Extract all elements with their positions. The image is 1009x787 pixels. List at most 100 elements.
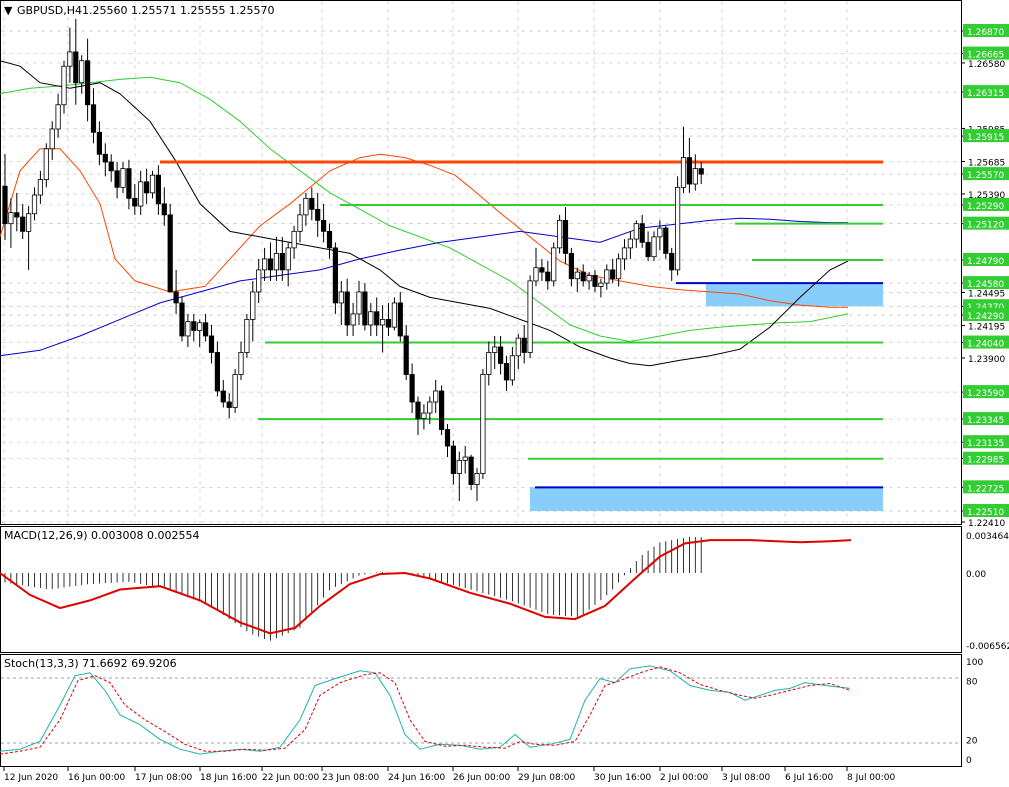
candle-bullish bbox=[31, 194, 38, 215]
support-zones bbox=[530, 282, 883, 511]
macd-histogram bbox=[4, 536, 702, 641]
candle-bearish bbox=[315, 208, 321, 221]
candle-bearish bbox=[114, 170, 120, 188]
candle-bearish bbox=[403, 335, 409, 375]
candle-bearish bbox=[179, 302, 185, 337]
candle-bearish bbox=[497, 346, 504, 364]
candle-bullish bbox=[492, 346, 498, 353]
price-pane[interactable]: ▼ GBPUSD,H4 1.25560 1.25571 1.25555 1.25… bbox=[0, 0, 1009, 530]
candle-bearish bbox=[326, 230, 333, 249]
candle-bullish bbox=[675, 186, 681, 271]
candle-bullish bbox=[8, 212, 14, 225]
level-price-tag bbox=[963, 451, 1009, 465]
candle-bullish bbox=[49, 128, 55, 150]
candle-bearish bbox=[545, 271, 551, 282]
candle-bullish bbox=[256, 269, 262, 293]
time-axis-label: 30 Jun 16:00 bbox=[594, 773, 651, 783]
candle-bearish bbox=[73, 51, 79, 84]
time-axis-label: 6 Jul 16:00 bbox=[785, 773, 834, 783]
candle-bearish bbox=[610, 269, 616, 280]
support-zone bbox=[530, 487, 883, 511]
level-price-tag bbox=[963, 46, 1009, 60]
candle-bearish bbox=[444, 429, 451, 447]
candle-bearish bbox=[332, 247, 339, 304]
candle-bearish bbox=[344, 291, 350, 326]
candle-bearish bbox=[503, 363, 510, 381]
candle-bearish bbox=[385, 319, 392, 328]
macd-pane[interactable]: MACD(12,26,9) 0.003008 0.002554 0.003464… bbox=[0, 526, 1009, 653]
level-price-label: 1.25915 bbox=[967, 133, 1004, 143]
level-price-tag bbox=[963, 412, 1009, 426]
candle-bearish bbox=[279, 252, 285, 271]
level-price-label: 1.25290 bbox=[967, 202, 1004, 212]
candle-bullish bbox=[651, 236, 657, 258]
macd-signal-path bbox=[0, 539, 852, 635]
current-price-tag bbox=[963, 167, 1009, 181]
candle-bearish bbox=[568, 252, 575, 280]
level-price-label: 1.24290 bbox=[967, 312, 1004, 322]
candle-bearish bbox=[85, 60, 91, 106]
candle-bullish bbox=[551, 247, 557, 282]
time-axis-label: 16 Jun 00:00 bbox=[68, 773, 125, 783]
macd-axis: 0.003464 0.00 -0.006562 bbox=[966, 532, 1009, 652]
candle-bearish bbox=[108, 161, 114, 172]
horizontal-levels[interactable] bbox=[160, 160, 883, 460]
candle-bullish bbox=[433, 390, 439, 403]
candle-bullish bbox=[149, 174, 156, 194]
candle-bearish bbox=[686, 157, 693, 185]
ma-black-line bbox=[0, 60, 849, 367]
level-price-label: 1.26870 bbox=[967, 28, 1004, 38]
candle-bullish bbox=[598, 282, 604, 287]
stoch-title: Stoch(13,3,3) 71.6692 69.9206 bbox=[4, 657, 177, 670]
candle-bullish bbox=[633, 223, 639, 240]
candle-bullish bbox=[692, 168, 698, 185]
candle-bearish bbox=[645, 241, 651, 258]
candle-bullish bbox=[185, 321, 191, 337]
macd-pane-border bbox=[0, 526, 962, 653]
candle-bearish bbox=[102, 153, 108, 163]
candle-bullish bbox=[285, 247, 291, 271]
candle-bullish bbox=[604, 269, 610, 284]
candle-bearish bbox=[161, 203, 167, 216]
candle-bearish bbox=[450, 445, 457, 474]
stoch-axis-label: 80 bbox=[966, 678, 978, 688]
candle-bullish bbox=[474, 473, 480, 485]
candle-bearish bbox=[155, 174, 161, 205]
support-zone bbox=[706, 283, 883, 307]
level-price-label: 1.24040 bbox=[967, 340, 1004, 350]
candle-bullish bbox=[197, 322, 203, 331]
current-price-label: 1.25570 bbox=[967, 171, 1004, 181]
candle-bearish bbox=[309, 197, 315, 210]
collapse-arrow-icon[interactable]: ▼ bbox=[4, 4, 13, 17]
macd-signal-line bbox=[0, 539, 852, 635]
candle-bullish bbox=[250, 291, 256, 320]
ma-green-line bbox=[0, 76, 849, 343]
macd-axis-label: 0.00 bbox=[966, 570, 986, 580]
candle-bearish bbox=[173, 291, 179, 304]
level-price-label: 1.26315 bbox=[967, 89, 1004, 99]
candle-bearish bbox=[698, 168, 704, 175]
candle-bullish bbox=[657, 227, 663, 238]
level-price-tag bbox=[963, 435, 1009, 449]
time-axis: 12 Jun 2020 16 Jun 00:00 17 Jun 08:00 18 Ju… bbox=[3, 767, 896, 783]
level-price-tag bbox=[963, 480, 1009, 494]
price-pane-border bbox=[0, 0, 962, 525]
candle-bearish bbox=[267, 258, 274, 271]
price-axis-label: 1.24195 bbox=[968, 322, 1005, 332]
candle-bullish bbox=[368, 311, 374, 326]
candle-bullish bbox=[391, 302, 398, 328]
stoch-pane[interactable]: Stoch(13,3,3) 71.6692 69.9206 100 80 20 0 bbox=[0, 654, 983, 767]
candle-bullish bbox=[67, 51, 73, 67]
symbol-timeframe: GBPUSD,H4 bbox=[17, 4, 82, 17]
candle-bullish bbox=[462, 456, 468, 461]
level-price-tag bbox=[963, 385, 1009, 399]
candle-bullish bbox=[338, 291, 344, 304]
candle-bearish bbox=[592, 275, 598, 287]
candle-bullish bbox=[120, 168, 126, 188]
price-axis-label: 1.22410 bbox=[968, 519, 1005, 529]
candle-bullish bbox=[627, 238, 634, 249]
price-axis: 1.268701.266651.265801.263151.259851.259… bbox=[961, 24, 1009, 529]
price-axis-label: 1.26580 bbox=[968, 60, 1005, 70]
